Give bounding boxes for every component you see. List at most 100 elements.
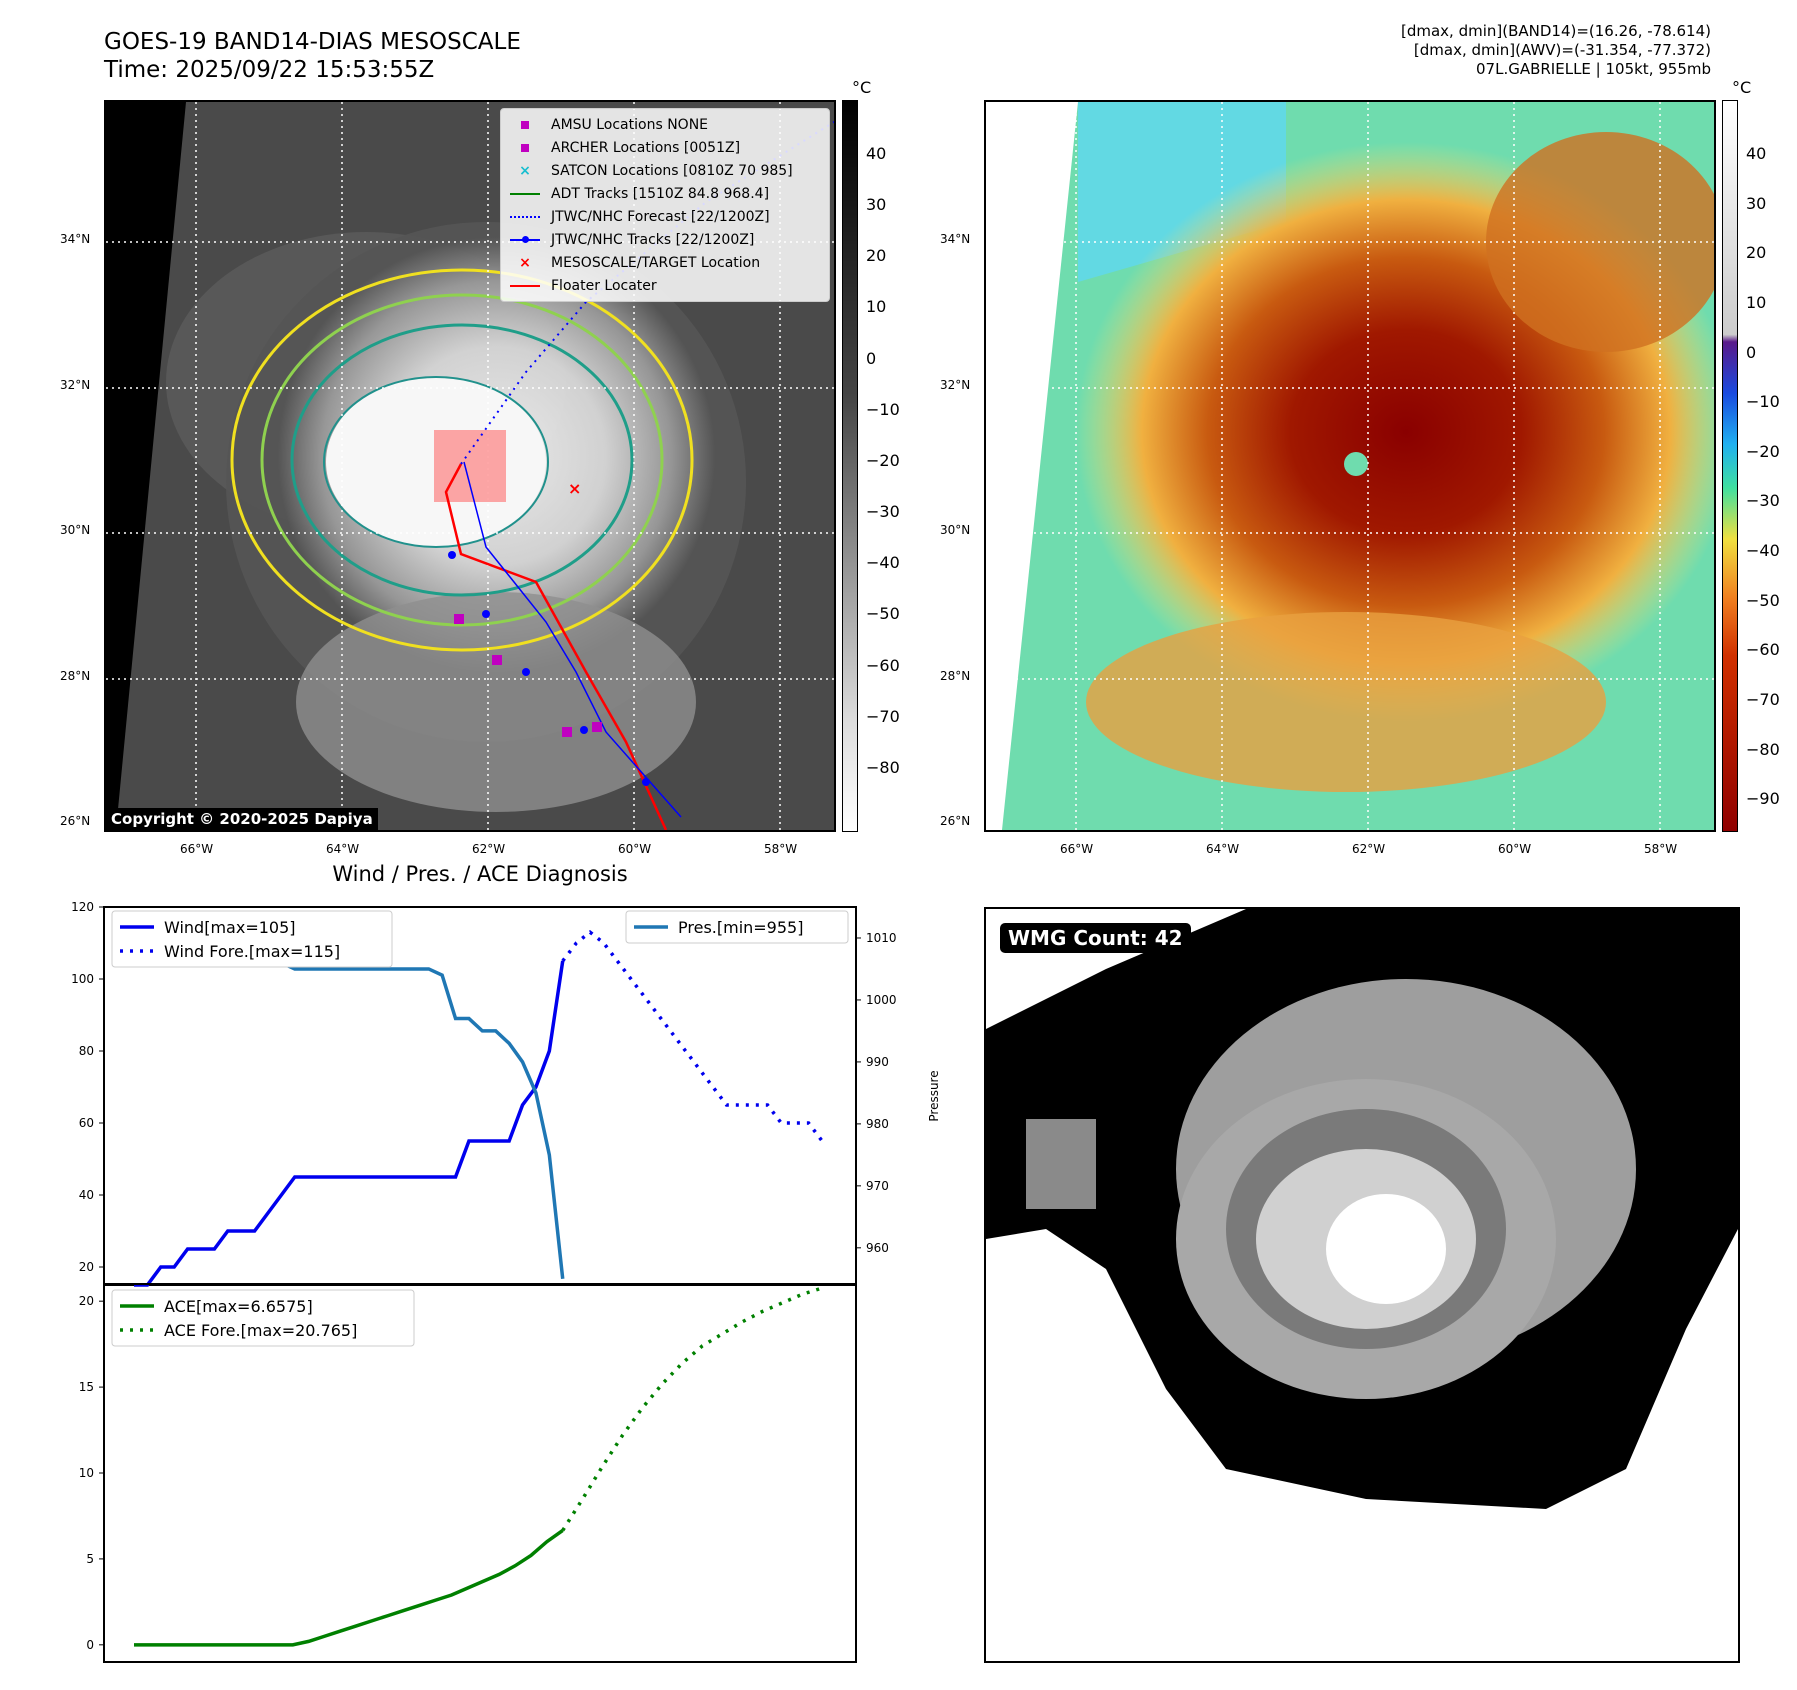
ir-gray-map: × AMSU Locations NONE ARCHER Locations [0… xyxy=(104,100,836,832)
legend-symbol-icon: × xyxy=(519,162,531,179)
wmg-panel: WMG Count: 42 xyxy=(984,907,1740,1663)
series-line xyxy=(134,1529,564,1647)
color-colorbar-tick: −30 xyxy=(1746,491,1780,511)
lon-label: 60°W xyxy=(618,842,652,856)
ir-color-map xyxy=(984,100,1716,832)
legend-label: Wind[max=105] xyxy=(164,918,296,937)
legend-box xyxy=(625,910,849,944)
info-band14: [dmax, dmin](BAND14)=(16.26, -78.614) xyxy=(1400,22,1711,40)
gray-colorbar-tick: −10 xyxy=(866,399,900,419)
legend-item: JTWC/NHC Forecast [22/1200Z] xyxy=(507,205,823,228)
color-colorbar-tick: −50 xyxy=(1746,590,1780,610)
gray-colorbar-tick: −70 xyxy=(866,706,900,726)
mesoscale-box xyxy=(434,430,506,502)
legend-label: Wind Fore.[max=115] xyxy=(164,942,340,961)
y-tick-label: 60 xyxy=(79,1116,94,1130)
color-colorbar-tick: −20 xyxy=(1746,441,1780,461)
gray-colorbar xyxy=(842,100,858,832)
y2-tick-label: 1010 xyxy=(866,931,897,945)
legend-symbol-icon xyxy=(507,278,543,294)
legend-symbol-icon xyxy=(507,140,543,156)
y2-tick-label: 990 xyxy=(866,1055,889,1069)
lat-label: 32°N xyxy=(60,378,91,392)
gray-colorbar-tick: −50 xyxy=(866,604,900,624)
legend-label: ADT Tracks [1510Z 84.8 968.4] xyxy=(551,185,770,202)
ace-chart: 05101520ACEACE[max=6.6575]ACE Fore.[max=… xyxy=(79,1283,857,1663)
info-storm: 07L.GABRIELLE | 105kt, 955mb xyxy=(1476,60,1711,78)
lon-label: 58°W xyxy=(1644,842,1678,856)
y2-tick-label: 980 xyxy=(866,1117,889,1131)
series-line xyxy=(134,923,565,1279)
y-tick-label: 40 xyxy=(79,1188,94,1202)
legend-item: × SATCON Locations [0810Z 70 985] xyxy=(507,159,823,182)
legend-symbol-icon xyxy=(507,117,543,133)
color-colorbar-tick: 20 xyxy=(1746,243,1767,263)
y-tick-label: 10 xyxy=(79,1466,94,1480)
chart-time: Time: 2025/09/22 15:53:55Z xyxy=(104,57,435,83)
y-tick-label: 80 xyxy=(79,1044,94,1058)
floater-track xyxy=(444,463,668,830)
lat-label: 30°N xyxy=(60,523,91,537)
map-legend: AMSU Locations NONE ARCHER Locations [005… xyxy=(500,108,830,302)
color-colorbar-tick: −70 xyxy=(1746,690,1780,710)
color-colorbar-tick: −90 xyxy=(1746,789,1780,809)
lon-label: 62°W xyxy=(1352,842,1386,856)
legend-item: ARCHER Locations [0051Z] xyxy=(507,136,823,159)
info-awv: [dmax, dmin](AWV)=(-31.354, -77.372) xyxy=(1413,41,1711,59)
lat-label: 28°N xyxy=(940,669,971,683)
color-colorbar-tick: −80 xyxy=(1746,739,1780,759)
lat-label: 28°N xyxy=(60,669,91,683)
legend-label: SATCON Locations [0810Z 70 985] xyxy=(551,162,793,179)
series-line xyxy=(561,929,824,1143)
copyright-badge: Copyright © 2020-2025 Dapiya xyxy=(106,808,378,830)
legend-label: AMSU Locations NONE xyxy=(551,116,709,133)
color-colorbar-unit: °C xyxy=(1732,78,1752,97)
wmg-image xyxy=(986,909,1738,1509)
legend-item: Floater Locater xyxy=(507,274,823,297)
y-tick-label: 120 xyxy=(71,900,94,914)
legend-item: × MESOSCALE/TARGET Location xyxy=(507,251,823,274)
lon-label: 66°W xyxy=(180,842,214,856)
chart-title: GOES-19 BAND14-DIAS MESOSCALE xyxy=(104,29,521,55)
y2-tick-label: 1000 xyxy=(866,993,897,1007)
lat-label: 30°N xyxy=(940,523,971,537)
series-line xyxy=(561,1286,823,1532)
y-tick-label: 20 xyxy=(79,1260,94,1274)
color-colorbar-tick: −10 xyxy=(1746,392,1780,412)
legend-label: Floater Locater xyxy=(551,277,657,294)
lon-label: 62°W xyxy=(472,842,506,856)
y2-tick-label: 970 xyxy=(866,1179,889,1193)
legend-label: JTWC/NHC Tracks [22/1200Z] xyxy=(551,231,755,248)
color-colorbar-tick: −60 xyxy=(1746,640,1780,660)
legend-label: JTWC/NHC Forecast [22/1200Z] xyxy=(551,208,770,225)
gray-colorbar-tick: 30 xyxy=(866,195,887,215)
gray-colorbar-unit: °C xyxy=(852,78,872,97)
legend-label: ARCHER Locations [0051Z] xyxy=(551,139,741,156)
color-colorbar-tick: 0 xyxy=(1746,342,1757,362)
nhc-track xyxy=(463,461,682,818)
diagnosis-title: Wind / Pres. / ACE Diagnosis xyxy=(332,862,628,886)
target-marker: × xyxy=(568,479,581,498)
legend-symbol-icon xyxy=(507,186,543,202)
lon-label: 64°W xyxy=(326,842,360,856)
lat-label: 32°N xyxy=(940,378,971,392)
wmg-count-badge: WMG Count: 42 xyxy=(1000,923,1191,953)
y2-axis-label: Pressure xyxy=(927,1070,941,1121)
lon-label: 64°W xyxy=(1206,842,1240,856)
gray-colorbar-tick: −20 xyxy=(866,450,900,470)
legend-item: AMSU Locations NONE xyxy=(507,113,823,136)
gray-colorbar-tick: −80 xyxy=(866,757,900,777)
lat-label: 34°N xyxy=(60,232,91,246)
gray-colorbar-tick: 40 xyxy=(866,144,887,163)
legend-symbol-icon xyxy=(507,209,543,225)
lon-label: 60°W xyxy=(1498,842,1532,856)
color-colorbar-tick: −40 xyxy=(1746,541,1780,561)
legend-item: JTWC/NHC Tracks [22/1200Z] xyxy=(507,228,823,251)
gray-colorbar-tick: 10 xyxy=(866,297,887,317)
legend-label: Pres.[min=955] xyxy=(678,918,803,937)
color-colorbar xyxy=(1722,100,1738,832)
wind-pressure-chart: 20406080100120Wind96097098099010001010Pr… xyxy=(71,900,941,1287)
lat-label: 26°N xyxy=(940,814,971,828)
lon-label: 66°W xyxy=(1060,842,1094,856)
color-colorbar-tick: 10 xyxy=(1746,292,1767,312)
